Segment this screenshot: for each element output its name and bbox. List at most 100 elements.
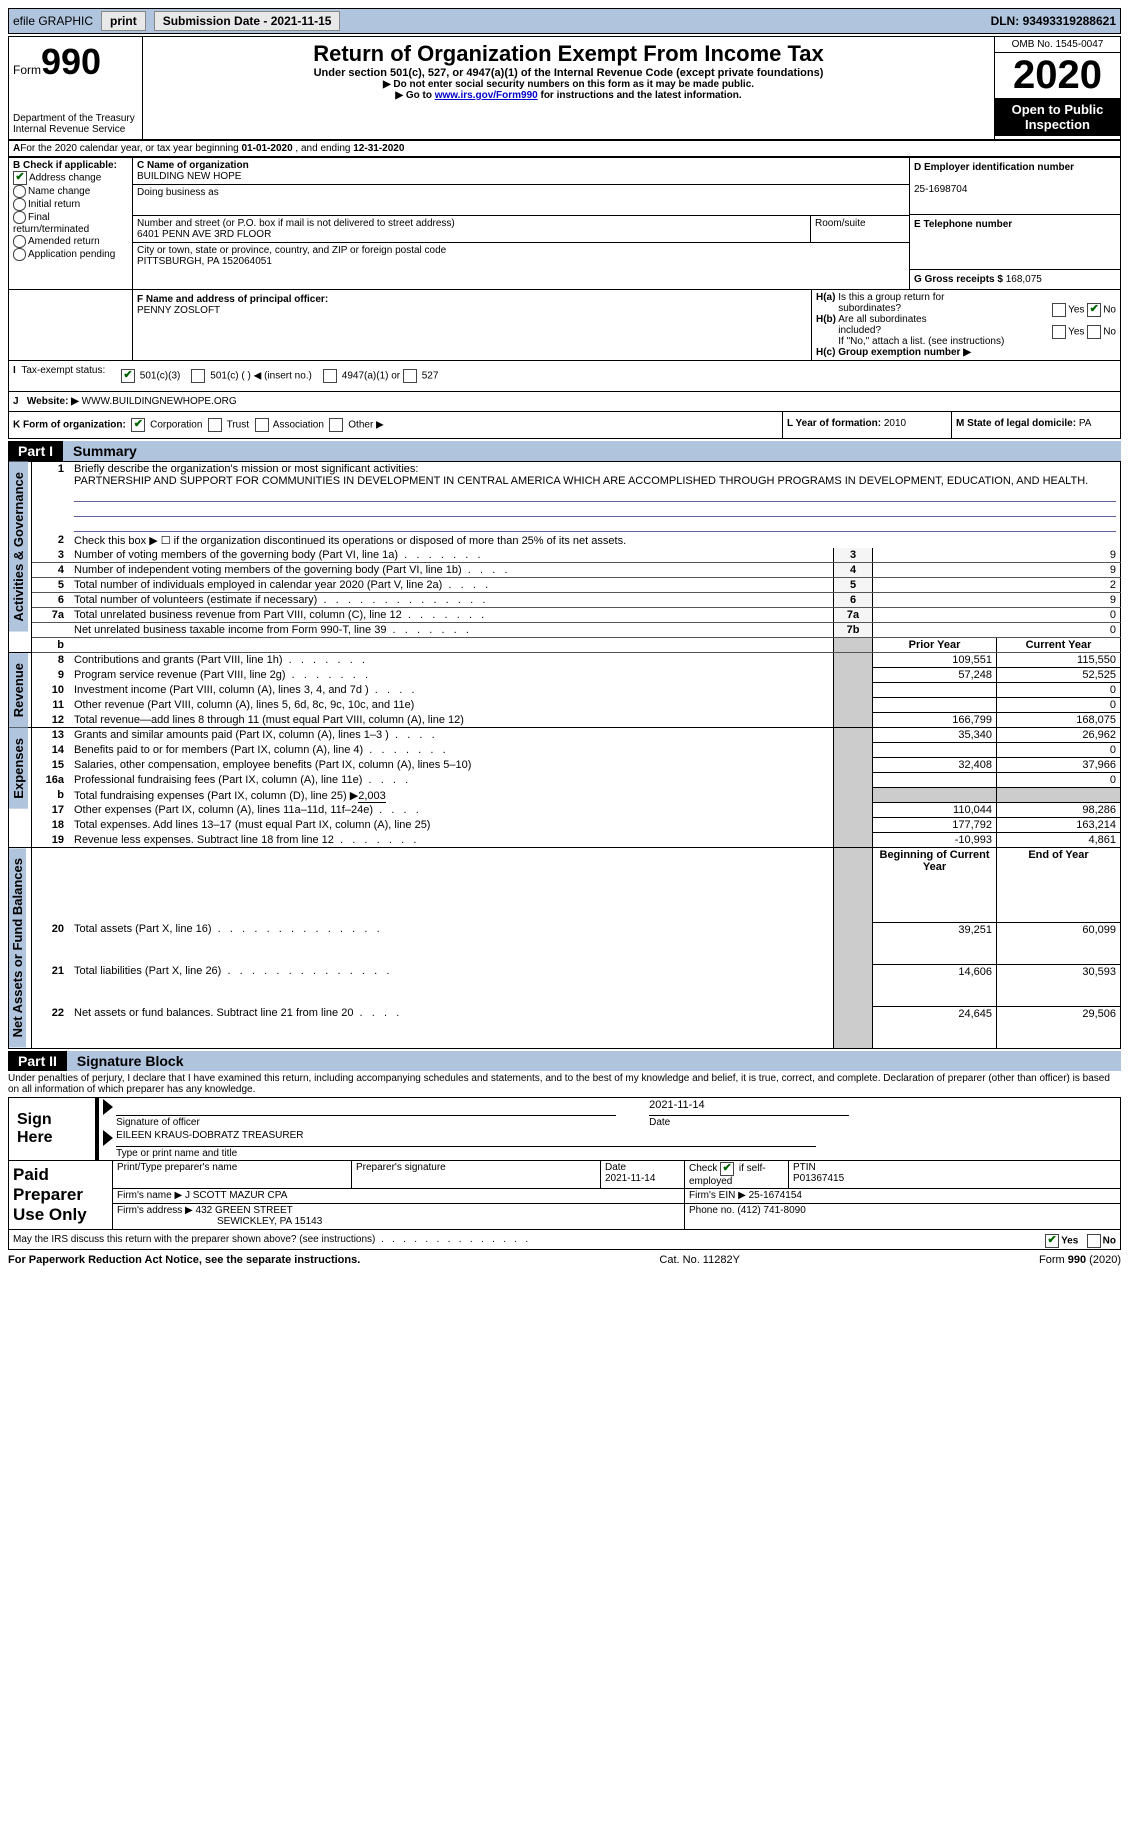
q3: Number of voting members of the governin…	[74, 549, 398, 561]
cb-trust[interactable]	[208, 418, 222, 432]
firm-phone: (412) 741-8090	[737, 1205, 805, 1216]
phone-label: E Telephone number	[914, 219, 1012, 230]
efile-label: efile GRAPHIC	[13, 14, 93, 28]
footer-left: For Paperwork Reduction Act Notice, see …	[8, 1254, 360, 1266]
side-revenue: Revenue	[9, 653, 28, 727]
h-a: H(a) Is this a group return for subordin…	[816, 292, 1116, 314]
c13: 26,962	[997, 728, 1121, 743]
line-a-tax-year: AFor the 2020 calendar year, or tax year…	[8, 140, 1121, 157]
prep-sig-label: Preparer's signature	[356, 1162, 446, 1173]
q14: Benefits paid to or for members (Part IX…	[74, 744, 363, 756]
gross-receipts-value: 168,075	[1006, 274, 1042, 285]
part-ii-bar: Part II Signature Block	[8, 1051, 1121, 1071]
q12: Total revenue—add lines 8 through 11 (mu…	[74, 714, 464, 726]
ein-label: D Employer identification number	[914, 162, 1074, 173]
cb-501c[interactable]	[191, 369, 205, 383]
website-value: WWW.BUILDINGNEWHOPE.ORG	[82, 396, 237, 407]
dba-label: Doing business as	[137, 187, 219, 198]
omb-number: OMB No. 1545-0047	[995, 37, 1120, 53]
p19: -10,993	[873, 833, 997, 848]
c20: 60,099	[997, 922, 1121, 964]
q7a: Total unrelated business revenue from Pa…	[74, 609, 402, 621]
q17: Other expenses (Part IX, column (A), lin…	[74, 804, 373, 816]
c22: 29,506	[997, 1006, 1121, 1048]
cb-527[interactable]	[403, 369, 417, 383]
part-i-bar: Part I Summary	[8, 441, 1121, 461]
q8: Contributions and grants (Part VIII, lin…	[74, 654, 283, 666]
c12: 168,075	[997, 713, 1121, 728]
org-name-label: C Name of organization	[137, 160, 249, 171]
ptin-label: PTIN	[793, 1162, 816, 1173]
irs-label: Internal Revenue Service	[13, 124, 138, 135]
cb-application-pending[interactable]	[13, 248, 26, 261]
footer-mid: Cat. No. 11282Y	[659, 1254, 740, 1266]
sig-date: 2021-11-14	[649, 1099, 849, 1116]
officer-label: F Name and address of principal officer:	[137, 294, 328, 305]
form-subtitle: Under section 501(c), 527, or 4947(a)(1)…	[147, 67, 990, 79]
form-title: Return of Organization Exempt From Incom…	[147, 41, 990, 67]
cb-discuss-no[interactable]	[1087, 1234, 1101, 1248]
cb-hb-no[interactable]	[1087, 325, 1101, 339]
part-i-table: Activities & Governance 1 Briefly descri…	[8, 461, 1121, 653]
street-value: 6401 PENN AVE 3RD FLOOR	[137, 229, 271, 240]
officer-name: PENNY ZOSLOFT	[137, 305, 220, 316]
cb-discuss-yes[interactable]	[1045, 1234, 1059, 1248]
begin-year-header: Beginning of Current Year	[880, 849, 990, 873]
cb-ha-yes[interactable]	[1052, 303, 1066, 317]
note-instructions: ▶ Go to www.irs.gov/Form990 for instruct…	[147, 90, 990, 101]
open-inspection: Open to Public Inspection	[995, 98, 1120, 136]
q16b: Total fundraising expenses (Part IX, col…	[74, 790, 358, 802]
c9: 52,525	[997, 668, 1121, 683]
instructions-link[interactable]: www.irs.gov/Form990	[435, 90, 538, 101]
print-button[interactable]: print	[101, 11, 146, 31]
cb-4947[interactable]	[323, 369, 337, 383]
cb-name-change[interactable]	[13, 185, 26, 198]
type-name-label: Type or print name and title	[116, 1148, 237, 1159]
cb-assoc[interactable]	[255, 418, 269, 432]
firm-name: J SCOTT MAZUR CPA	[185, 1190, 287, 1201]
cb-amended[interactable]	[13, 235, 26, 248]
c18: 163,214	[997, 818, 1121, 833]
officer-group-block: F Name and address of principal officer:…	[8, 290, 1121, 361]
cb-other[interactable]	[329, 418, 343, 432]
cb-corp[interactable]	[131, 418, 145, 432]
firm-addr1: 432 GREEN STREET	[196, 1205, 293, 1216]
gross-receipts-label: G Gross receipts $	[914, 274, 1006, 285]
dept-treasury: Department of the Treasury	[13, 113, 138, 124]
cb-address-change[interactable]	[13, 171, 27, 185]
city-value: PITTSBURGH, PA 152064051	[137, 256, 272, 267]
side-net-assets: Net Assets or Fund Balances	[9, 848, 26, 1047]
firm-addr-label: Firm's address ▶	[117, 1205, 196, 1216]
tax-status-row: I Tax-exempt status: 501(c)(3) 501(c) ( …	[8, 361, 1121, 392]
q11: Other revenue (Part VIII, column (A), li…	[74, 699, 414, 711]
sig-officer-label: Signature of officer	[116, 1117, 200, 1128]
room-label: Room/suite	[811, 216, 909, 242]
cb-initial-return[interactable]	[13, 198, 26, 211]
p17: 110,044	[873, 803, 997, 818]
tax-year: 2020	[995, 53, 1120, 98]
end-year-header: End of Year	[1028, 849, 1088, 861]
org-name: BUILDING NEW HOPE	[137, 171, 241, 182]
q22: Net assets or fund balances. Subtract li…	[74, 1007, 353, 1019]
q7b: Net unrelated business taxable income fr…	[74, 624, 386, 636]
expenses-table: Expenses 13Grants and similar amounts pa…	[8, 728, 1121, 848]
date-label: Date	[649, 1117, 670, 1128]
cb-hb-yes[interactable]	[1052, 325, 1066, 339]
prep-date: 2021-11-14	[605, 1173, 655, 1184]
box-b-label: B Check if applicable:	[13, 160, 117, 171]
p9: 57,248	[873, 668, 997, 683]
p10	[873, 683, 997, 698]
current-year-header: Current Year	[1026, 639, 1092, 651]
q4: Number of independent voting members of …	[74, 564, 462, 576]
cb-self-employed[interactable]	[720, 1162, 734, 1176]
firm-name-label: Firm's name ▶	[117, 1190, 185, 1201]
c21: 30,593	[997, 964, 1121, 1006]
cb-ha-no[interactable]	[1087, 303, 1101, 317]
q13: Grants and similar amounts paid (Part IX…	[74, 729, 389, 741]
cb-final-return[interactable]	[13, 211, 26, 224]
form-number: Form990	[13, 41, 138, 83]
street-label: Number and street (or P.O. box if mail i…	[137, 218, 455, 229]
cb-501c3[interactable]	[121, 369, 135, 383]
note-ssn: ▶ Do not enter social security numbers o…	[147, 79, 990, 90]
p11	[873, 698, 997, 713]
